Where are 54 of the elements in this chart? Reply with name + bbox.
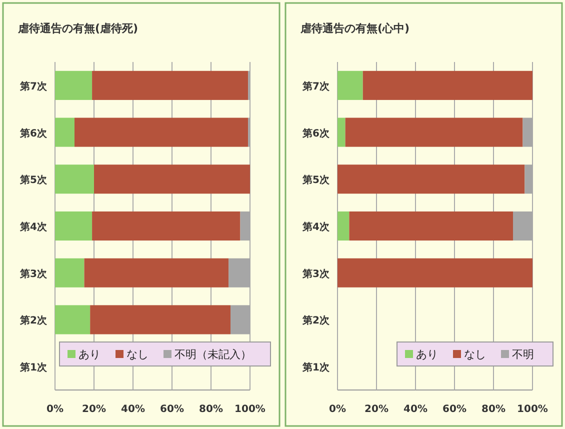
legend-label: なし	[126, 348, 148, 361]
y-tick-label: 第3次	[19, 268, 48, 280]
bar	[55, 258, 84, 288]
x-tick-label: 80%	[199, 404, 223, 415]
bar	[338, 118, 346, 147]
bar	[55, 211, 92, 241]
bar	[55, 164, 94, 194]
chart-title: 虐待通告の有無(心中)	[300, 22, 410, 35]
x-tick-label: 100%	[517, 404, 548, 415]
y-tick-label: 第5次	[19, 174, 48, 186]
y-tick-label: 第6次	[302, 127, 330, 140]
bar	[338, 70, 363, 100]
y-tick-label: 第7次	[19, 80, 48, 92]
y-tick-label: 第6次	[19, 127, 48, 140]
bar	[94, 164, 250, 194]
x-tick-label: 20%	[364, 404, 388, 415]
legend-label: 不明（未記入）	[174, 348, 252, 361]
y-tick-label: 第2次	[302, 314, 330, 327]
bar	[349, 211, 513, 241]
bar	[92, 70, 248, 100]
bar	[84, 258, 229, 288]
x-tick-label: 40%	[404, 404, 428, 415]
chart-title: 虐待通告の有無(虐待死)	[17, 22, 138, 35]
bar	[55, 70, 92, 100]
bar	[338, 211, 350, 241]
legend-label: あり	[416, 348, 438, 361]
bar	[74, 118, 248, 147]
bar	[55, 305, 90, 334]
x-tick-label: 100%	[234, 404, 266, 415]
x-tick-label: 20%	[82, 404, 106, 415]
y-tick-label: 第3次	[302, 268, 330, 280]
y-tick-label: 第5次	[302, 174, 330, 186]
legend-label: 不明	[512, 348, 534, 361]
bar	[338, 258, 532, 288]
y-tick-label: 第7次	[302, 80, 330, 92]
x-tick-label: 60%	[442, 404, 466, 415]
legend-label: あり	[78, 348, 100, 361]
y-tick-label: 第1次	[302, 362, 330, 374]
bar	[338, 164, 525, 194]
y-tick-label: 第1次	[19, 362, 48, 374]
x-tick-label: 0%	[46, 404, 64, 415]
bar	[92, 211, 240, 241]
y-tick-label: 第4次	[19, 221, 48, 233]
bar	[90, 305, 230, 334]
x-tick-label: 80%	[482, 404, 506, 415]
bar	[345, 118, 523, 147]
bar	[55, 118, 74, 147]
bar	[362, 70, 532, 100]
x-tick-label: 40%	[121, 404, 145, 415]
x-tick-label: 60%	[160, 404, 184, 415]
y-tick-label: 第2次	[19, 314, 48, 327]
y-tick-label: 第4次	[302, 221, 330, 233]
legend-label: なし	[464, 348, 486, 361]
x-tick-label: 0%	[329, 404, 346, 415]
